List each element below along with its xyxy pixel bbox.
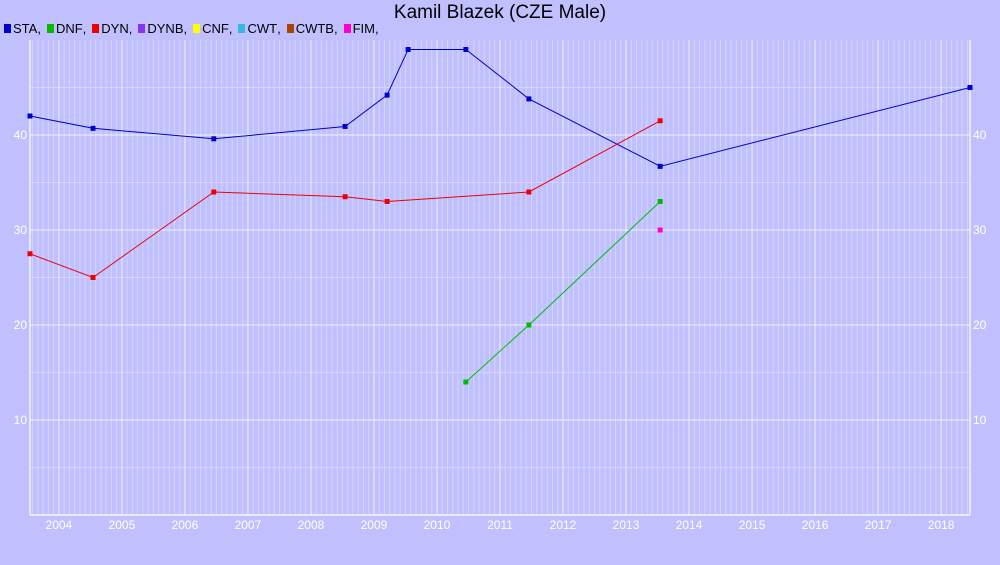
chart-title: Kamil Blazek (CZE Male) xyxy=(393,2,607,23)
y-tick-label-left: 40 xyxy=(14,128,28,142)
data-point-dyn xyxy=(90,275,96,280)
legend: STA, DNF, DYN, DYNB, CNF, CWT, CWTB, FIM, xyxy=(4,20,385,36)
data-point-sta xyxy=(405,47,411,52)
x-tick-label: 2017 xyxy=(865,518,892,532)
y-tick-label-right: 40 xyxy=(973,128,987,142)
data-point-dnf xyxy=(526,322,532,328)
data-point-dnf xyxy=(657,199,663,204)
legend-item-cnf: CNF, xyxy=(193,21,232,36)
legend-swatch xyxy=(193,23,201,33)
legend-item-dynb: DYNB, xyxy=(138,21,187,36)
legend-item-cwt: CWT, xyxy=(238,20,281,36)
x-tick-label: 2010 xyxy=(424,518,451,532)
data-point-dyn xyxy=(27,251,33,257)
x-tick-label: 2018 xyxy=(928,518,955,532)
legend-separator: , xyxy=(228,20,233,36)
data-point-dyn xyxy=(526,189,532,195)
x-tick-label: 2013 xyxy=(613,518,640,532)
legend-item-fim: FIM, xyxy=(343,20,379,36)
data-point-dyn xyxy=(657,118,663,124)
legend-label: CWT xyxy=(247,20,278,36)
y-tick-label-left: 10 xyxy=(14,413,28,427)
legend-label: CNF xyxy=(202,20,229,36)
legend-separator: , xyxy=(333,20,338,36)
x-tick-label: 2011 xyxy=(487,518,513,532)
data-point-sta xyxy=(967,85,973,90)
legend-item-cwtb: CWTB, xyxy=(286,20,338,36)
data-point-sta xyxy=(90,125,96,131)
legend-swatch xyxy=(138,23,146,33)
x-tick-label: 2006 xyxy=(172,518,199,532)
legend-separator: , xyxy=(277,20,281,36)
x-tick-label: 2009 xyxy=(361,518,388,532)
legend-label: STA xyxy=(13,20,38,36)
x-tick-label: 2015 xyxy=(739,518,766,532)
data-point-dyn xyxy=(384,199,390,204)
x-tick-label: 2005 xyxy=(109,518,136,532)
legend-separator: , xyxy=(375,20,379,36)
x-tick-label: 2004 xyxy=(46,518,73,532)
x-tick-label: 2007 xyxy=(235,518,262,532)
data-point-dyn xyxy=(211,189,217,195)
data-point-sta xyxy=(27,113,33,119)
data-point-dnf xyxy=(463,379,469,385)
legend-label: DYNB xyxy=(147,20,184,36)
y-tick-label-right: 10 xyxy=(973,413,987,427)
legend-swatch xyxy=(343,23,351,33)
legend-separator: , xyxy=(128,20,133,36)
x-tick-label: 2008 xyxy=(298,518,325,532)
x-tick-label: 2014 xyxy=(676,518,703,532)
data-point-fim xyxy=(657,227,663,233)
data-point-sta xyxy=(657,163,663,169)
legend-swatch xyxy=(46,23,54,33)
y-tick-label-left: 30 xyxy=(14,223,28,237)
series-line-sta xyxy=(29,49,971,167)
legend-item-dnf: DNF, xyxy=(46,20,87,36)
legend-label: DNF xyxy=(55,20,83,36)
legend-label: CWTB xyxy=(295,20,334,36)
legend-label: FIM xyxy=(352,20,375,36)
data-point-sta xyxy=(384,92,390,98)
data-point-sta xyxy=(463,47,469,52)
data-point-sta xyxy=(342,123,348,129)
legend-separator: , xyxy=(82,20,87,36)
legend-swatch xyxy=(286,23,294,33)
legend-item-sta: STA, xyxy=(4,21,41,36)
x-tick-label: 2016 xyxy=(802,518,829,532)
legend-separator: , xyxy=(37,20,41,36)
legend-swatch xyxy=(4,23,11,33)
legend-swatch xyxy=(92,23,100,33)
y-tick-label-left: 20 xyxy=(14,318,28,332)
data-point-sta xyxy=(211,136,217,142)
data-point-dyn xyxy=(342,194,348,200)
legend-item-dyn: DYN, xyxy=(92,21,132,36)
legend-swatch xyxy=(238,23,246,33)
x-tick-label: 2012 xyxy=(550,518,577,532)
y-tick-label-right: 20 xyxy=(973,318,987,332)
data-point-sta xyxy=(526,96,532,102)
legend-separator: , xyxy=(183,20,188,36)
legend-label: DYN xyxy=(101,20,129,36)
y-tick-label-right: 30 xyxy=(973,223,987,237)
